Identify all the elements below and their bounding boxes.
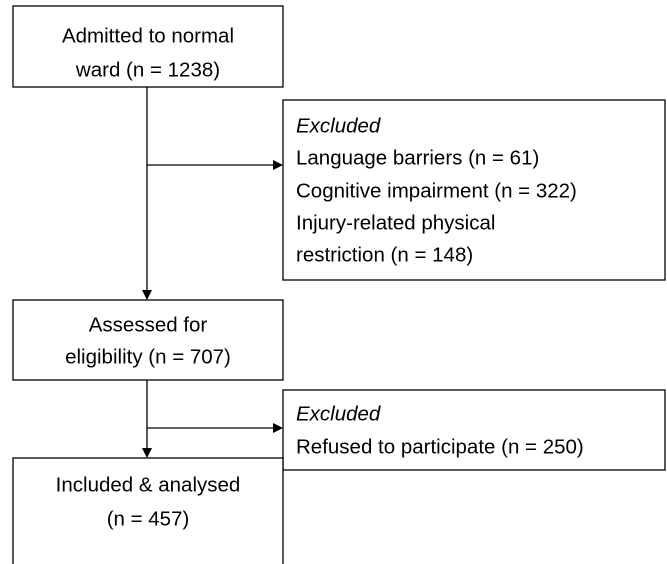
box-text: Cognitive impairment (n = 322) (296, 179, 577, 202)
box (12, 5, 284, 88)
exclusion-box (282, 389, 666, 471)
box-text: Assessed for (89, 313, 208, 336)
box-text: Admitted to normal (62, 24, 234, 47)
box-text: Language barriers (n = 61) (296, 146, 539, 169)
box-text: Injury-related physical (296, 211, 495, 234)
box (12, 299, 284, 381)
box-heading: Excluded (296, 114, 381, 137)
box-text: ward (n = 1238) (75, 58, 220, 81)
box-text: restriction (n = 148) (296, 243, 473, 266)
arrow-head (142, 448, 152, 458)
box-text: Refused to participate (n = 250) (296, 435, 584, 458)
arrow-head (142, 290, 152, 300)
arrow-head (273, 423, 283, 433)
box-text: (n = 457) (107, 507, 190, 530)
arrow-head (273, 160, 283, 170)
exclusion-box (282, 99, 666, 281)
box-text: eligibility (n = 707) (65, 345, 231, 368)
box (12, 457, 284, 564)
box-text: Included & analysed (56, 473, 241, 496)
box-heading: Excluded (296, 402, 381, 425)
